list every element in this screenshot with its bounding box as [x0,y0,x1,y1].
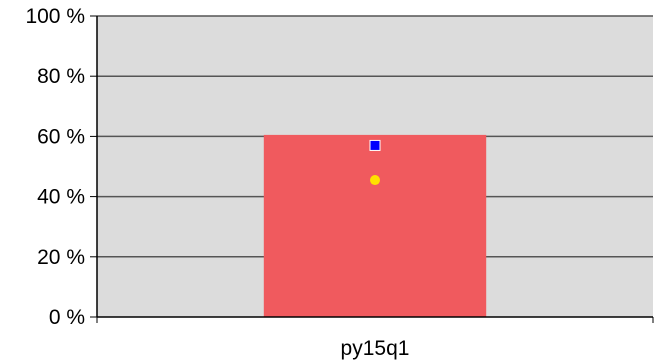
x-tick-label: py15q1 [341,337,410,360]
bar-py15q1 [263,134,487,317]
y-tick-label: 60 % [37,125,85,148]
y-tick-label: 100 % [25,5,85,28]
y-tick-labels: 0 % 20 % 40 % 60 % 80 % 100 % [25,5,85,329]
markers [369,139,381,186]
marker-circle [370,175,380,186]
x-tick-labels: py15q1 [341,337,410,360]
y-tick-label: 20 % [37,246,85,269]
marker-square [369,139,381,151]
y-tick-label: 80 % [37,65,85,88]
y-tick-label: 40 % [37,186,85,209]
bars [263,134,487,317]
y-tick-label: 0 % [49,306,85,329]
axes [90,15,654,323]
